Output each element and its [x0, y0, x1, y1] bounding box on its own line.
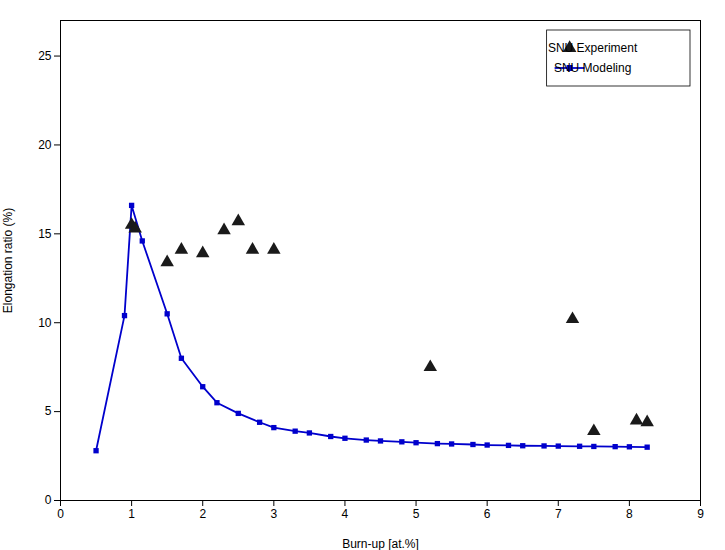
- svg-text:1: 1: [128, 507, 135, 521]
- svg-text:4: 4: [342, 507, 349, 521]
- svg-text:25: 25: [38, 49, 52, 63]
- svg-text:SNU Experiment: SNU Experiment: [548, 41, 638, 55]
- svg-text:0: 0: [45, 493, 52, 507]
- svg-text:7: 7: [555, 507, 562, 521]
- svg-text:5: 5: [413, 507, 420, 521]
- svg-text:10: 10: [38, 316, 52, 330]
- svg-text:9: 9: [697, 507, 704, 521]
- svg-text:Burn-up [at.%]: Burn-up [at.%]: [342, 537, 419, 550]
- svg-text:Elongation ratio (%): Elongation ratio (%): [1, 208, 15, 313]
- svg-text:3: 3: [270, 507, 277, 521]
- svg-text:20: 20: [38, 138, 52, 152]
- svg-text:0: 0: [57, 507, 64, 521]
- svg-text:5: 5: [45, 404, 52, 418]
- svg-text:8: 8: [626, 507, 633, 521]
- svg-text:2: 2: [199, 507, 206, 521]
- svg-text:SNU Modeling: SNU Modeling: [554, 61, 631, 75]
- svg-text:6: 6: [484, 507, 491, 521]
- svg-text:15: 15: [38, 227, 52, 241]
